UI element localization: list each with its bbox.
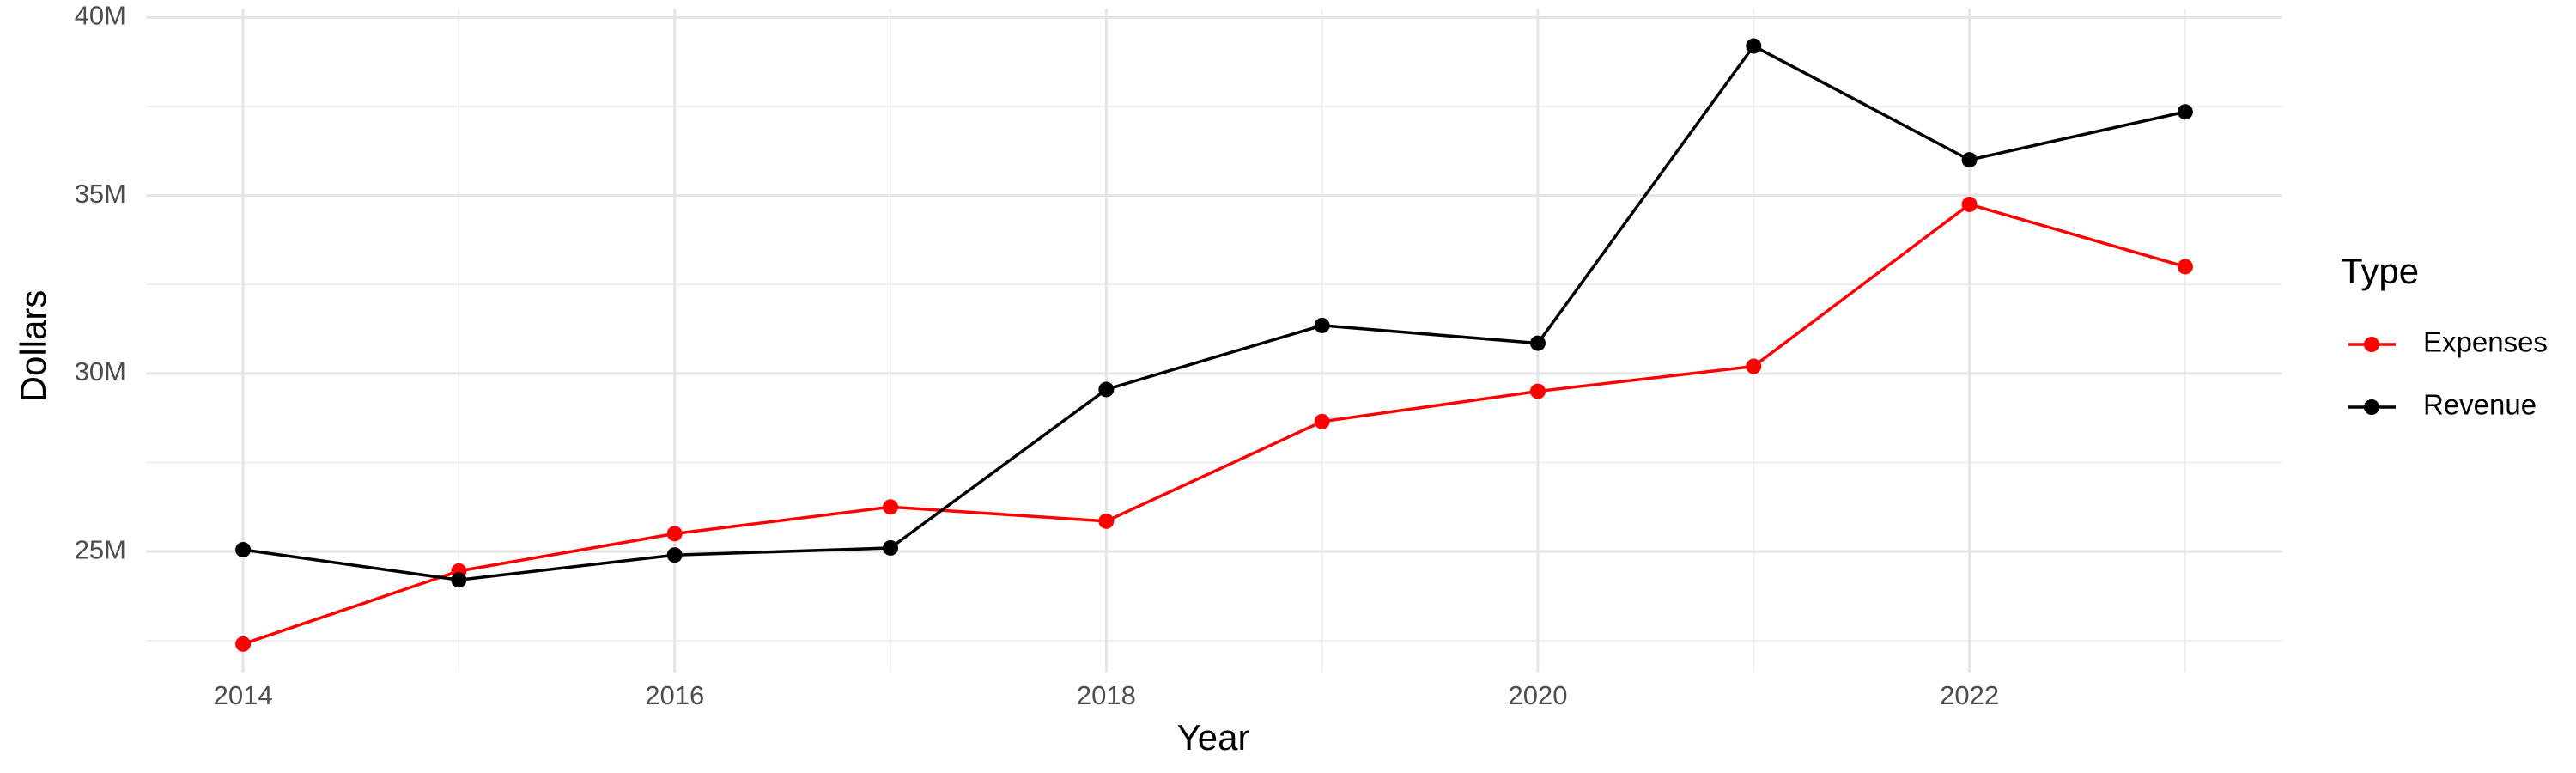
data-point (451, 572, 467, 588)
data-point (2177, 259, 2193, 275)
data-point (666, 547, 683, 563)
x-tick-label: 2020 (1508, 680, 1567, 710)
data-point (1529, 335, 1546, 351)
data-point (1314, 317, 1330, 333)
data-point (1098, 381, 1115, 398)
data-point (1961, 196, 1978, 212)
data-point (666, 526, 683, 542)
legend-label: Expenses (2423, 326, 2548, 358)
grid (146, 9, 2282, 673)
y-tick-label: 30M (75, 356, 126, 386)
legend-marker (2364, 337, 2379, 352)
x-tick-label: 2014 (214, 680, 273, 710)
legend-label: Revenue (2423, 389, 2537, 421)
data-point (235, 542, 252, 558)
x-tick-label: 2018 (1077, 680, 1136, 710)
legend-title: Type (2341, 251, 2419, 291)
data-point (883, 539, 899, 556)
data-point (2177, 104, 2193, 120)
y-tick-label: 25M (75, 534, 126, 564)
data-point (235, 636, 252, 652)
data-point (1529, 383, 1546, 399)
data-point (1098, 513, 1115, 529)
data-point (1746, 38, 1762, 54)
data-point (1961, 152, 1978, 168)
data-point (1746, 358, 1762, 374)
x-tick-label: 2016 (645, 680, 704, 710)
legend-marker (2364, 399, 2379, 415)
series-line (242, 203, 2186, 646)
x-axis-title: Year (1177, 717, 1250, 758)
x-tick-label: 2022 (1940, 680, 1999, 710)
series-line (242, 44, 2186, 582)
y-tick-label: 40M (75, 1, 126, 31)
y-axis-title: Dollars (13, 290, 53, 403)
data-point (1314, 413, 1330, 429)
y-tick-label: 35M (75, 179, 126, 209)
data-point (883, 499, 899, 515)
